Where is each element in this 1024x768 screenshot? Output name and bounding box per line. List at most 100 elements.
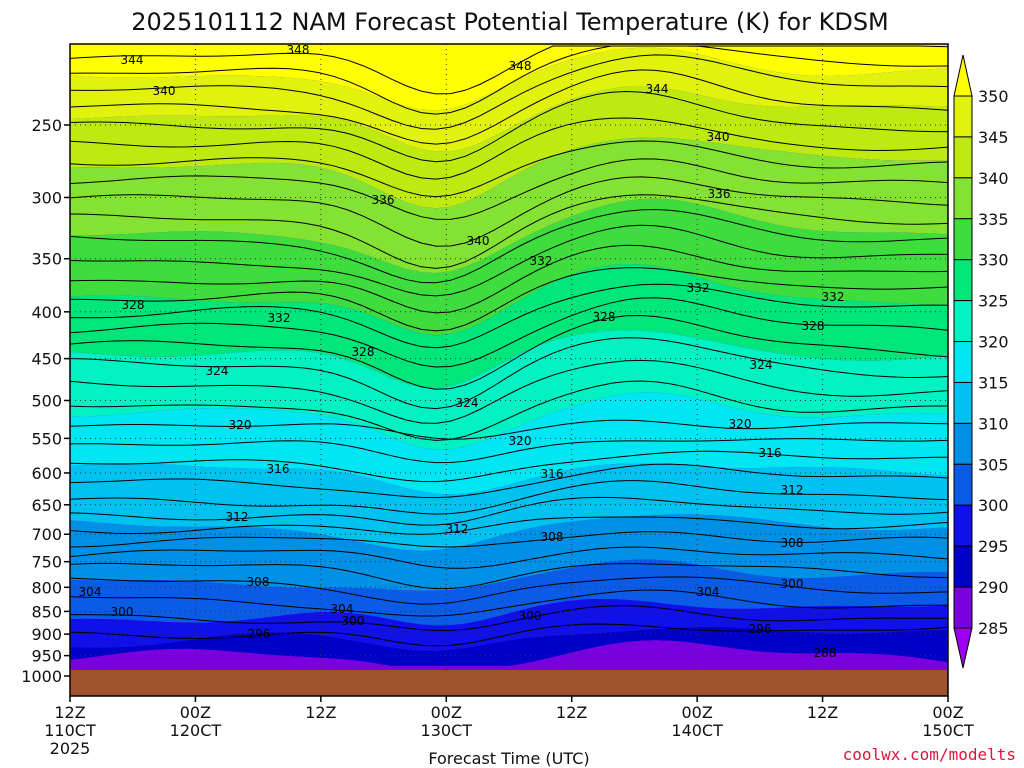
colorbar-label-345: 345 [978, 128, 1009, 147]
colorbar-label-335: 335 [978, 210, 1009, 229]
contour-label-3: 348 [509, 59, 532, 73]
x-tick-label-5-1: 140CT [671, 721, 723, 740]
colorbar: 350 345 340 335 330 325 320 315 310 305 300 295 290 2… [953, 54, 1009, 669]
band-fill-12 [70, 627, 948, 666]
isentrope-18 [69, 359, 949, 424]
isentrope-14 [69, 283, 949, 349]
colorbar-label-350: 350 [978, 87, 1009, 106]
terrain-ground [70, 670, 948, 696]
colorbar-seg-2 [953, 177, 973, 220]
contour-label-25: 316 [759, 446, 782, 460]
colorbar-seg-11 [953, 545, 973, 588]
y-tick-label-900: 900 [31, 625, 62, 644]
contour-label-38: 300 [781, 577, 804, 591]
isentrope-32 [69, 605, 949, 631]
band-fill-10 [70, 559, 948, 626]
contour-label-13: 332 [822, 290, 845, 304]
isentrope-11 [69, 224, 949, 297]
x-tick-label-5-0: 00Z [681, 703, 712, 722]
isentrope-31 [69, 589, 948, 617]
contour-label-22: 320 [729, 417, 752, 431]
y-tick-label-850: 850 [31, 602, 62, 621]
y-tick-label-750: 750 [31, 553, 62, 572]
colorbar-label-325: 325 [978, 292, 1009, 311]
y-tick-label-450: 450 [31, 350, 62, 369]
isentrope-28 [69, 546, 949, 569]
isentrope-17 [69, 337, 949, 410]
colorbar-top-arrow [953, 54, 973, 97]
isentrope-5 [69, 117, 949, 180]
x-tick-label-3-1: 130CT [421, 721, 473, 740]
colorbar-seg-4 [953, 259, 973, 302]
y-tick-label-350: 350 [31, 250, 62, 269]
contour-label-37: 300 [519, 609, 542, 623]
band-fill-9 [70, 514, 948, 591]
colorbar-label-290: 290 [978, 578, 1009, 597]
contour-label-5: 340 [707, 130, 730, 144]
contour-label-17: 324 [206, 364, 229, 378]
isentrope-30 [69, 576, 949, 605]
colorbar-label-310: 310 [978, 414, 1009, 433]
colorbar-label-300: 300 [978, 496, 1009, 515]
contour-label-41: 288 [814, 646, 837, 660]
isentrope-9 [69, 194, 949, 269]
isentrope-2 [69, 54, 949, 130]
contour-label-28: 312 [781, 483, 804, 497]
x-tick-label-4-0: 12Z [556, 703, 587, 722]
isentrope-lines [69, 45, 949, 647]
contour-label-34: 304 [697, 585, 720, 599]
band-fill-3 [70, 137, 948, 274]
y-tick-label-600: 600 [31, 464, 62, 483]
contour-label-39: 296 [248, 627, 271, 641]
band-fill-5 [70, 264, 948, 389]
band-fill-4 [70, 198, 948, 336]
contour-label-10: 332 [530, 254, 553, 268]
band-fill-11 [70, 599, 948, 651]
isentrope-33 [69, 623, 949, 647]
contour-label-15: 328 [352, 345, 375, 359]
contour-label-16: 328 [802, 319, 825, 333]
colorbar-label-285: 285 [978, 619, 1009, 638]
colorbar-bottom-arrow [953, 627, 973, 669]
contour-label-21: 320 [509, 434, 532, 448]
contour-label-31: 308 [781, 536, 804, 550]
band-fill-13 [70, 640, 948, 670]
contour-label-2: 340 [153, 84, 176, 98]
isentrope-20 [69, 419, 949, 440]
isentrope-23 [69, 463, 949, 499]
isentrope-10 [69, 208, 949, 284]
contour-label-33: 304 [331, 602, 354, 616]
colorbar-seg-9 [953, 463, 973, 506]
contour-label-12: 328 [122, 298, 145, 312]
x-tick-label-7-1: 150CT [922, 721, 974, 740]
isentrope-12 [69, 244, 949, 314]
colorbar-label-330: 330 [978, 251, 1009, 270]
isentrope-0 [69, 45, 949, 95]
y-axis: 250 300 350 400 450 500 550 600 650 700 750 800 850 9… [21, 116, 70, 686]
contour-label-29: 308 [247, 575, 270, 589]
grid-lines [70, 44, 948, 696]
y-tick-label-950: 950 [31, 647, 62, 666]
contour-label-20: 320 [229, 418, 252, 432]
isentrope-4 [69, 90, 948, 163]
colorbar-label-340: 340 [978, 169, 1009, 188]
contour-label-23: 316 [267, 462, 290, 476]
isentrope-13 [69, 267, 949, 332]
colorbar-seg-5 [953, 300, 973, 343]
y-tick-label-650: 650 [31, 496, 62, 515]
colorbar-label-295: 295 [978, 537, 1009, 556]
contour-label-32: 304 [79, 585, 102, 599]
isentrope-29 [69, 562, 949, 590]
contour-label-8: 336 [708, 187, 731, 201]
isentrope-24 [69, 480, 949, 515]
isentrope-21 [69, 438, 949, 464]
colorbar-label-305: 305 [978, 455, 1009, 474]
isentrope-26 [69, 516, 949, 535]
colorbar-seg-0 [953, 95, 973, 138]
isentrope-1 [69, 45, 949, 115]
isentrope-22 [69, 450, 949, 483]
contour-label-26: 312 [226, 510, 249, 524]
x-tick-label-3-0: 00Z [431, 703, 462, 722]
